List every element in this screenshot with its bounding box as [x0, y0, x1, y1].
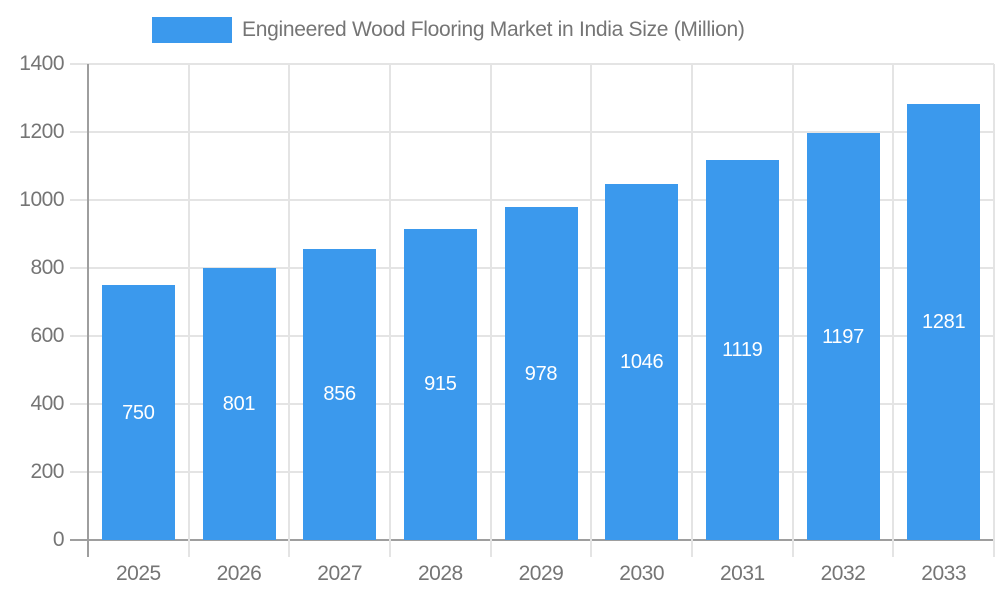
bar-2026[interactable]: [202, 267, 276, 540]
bar-2033[interactable]: [907, 104, 981, 540]
bar-value-label-2027: 856: [323, 383, 356, 406]
gridline-y-1000: [70, 199, 994, 201]
gridline-x-5: [590, 64, 593, 557]
x-tick-label-2032: 2032: [820, 562, 866, 585]
gridline-y-1400: [70, 63, 994, 65]
y-tick-label-1000: 1000: [19, 188, 64, 211]
bar-value-label-2029: 978: [524, 362, 558, 385]
legend-label: Engineered Wood Flooring Market in India…: [242, 18, 745, 41]
gridline-y-1200: [70, 131, 994, 133]
x-axis-line: [70, 539, 994, 541]
bar-value-label-2033: 1281: [922, 311, 966, 334]
bar-value-label-2032: 1197: [822, 325, 864, 348]
gridline-x-7: [791, 64, 794, 557]
x-tick-label-2029: 2029: [518, 562, 564, 585]
bar-value-label-2030: 1046: [620, 351, 664, 374]
bar-2028[interactable]: [403, 228, 477, 540]
bar-2032[interactable]: [806, 133, 880, 540]
x-tick-label-2027: 2027: [317, 562, 363, 585]
bar-2029[interactable]: [504, 207, 578, 540]
bar-value-label-2028: 915: [424, 373, 457, 396]
x-tick-label-2031: 2031: [719, 562, 765, 585]
legend-swatch: [152, 17, 232, 43]
y-tick-label-800: 800: [30, 256, 64, 279]
bar-value-label-2026: 801: [222, 392, 256, 415]
gridline-x-1: [187, 64, 190, 557]
x-tick-label-2033: 2033: [921, 562, 967, 585]
bar-2027[interactable]: [303, 248, 377, 540]
y-tick-label-200: 200: [30, 460, 64, 483]
bar-2031[interactable]: [705, 159, 779, 540]
gridline-x-3: [389, 64, 391, 557]
gridline-x-9: [993, 64, 995, 557]
y-tick-label-1400: 1400: [19, 52, 64, 75]
x-tick-label-2026: 2026: [216, 562, 262, 585]
y-tick-label-0: 0: [52, 528, 65, 551]
y-tick-label-400: 400: [30, 392, 64, 415]
bar-value-label-2031: 1119: [722, 338, 763, 361]
legend-item[interactable]: Engineered Wood Flooring Market in India…: [152, 17, 745, 43]
bar-2030[interactable]: [605, 184, 679, 540]
x-tick-label-2025: 2025: [115, 562, 161, 585]
gridline-x-4: [489, 64, 492, 557]
y-axis-line: [87, 64, 89, 557]
y-tick-label-1200: 1200: [19, 120, 64, 143]
gridline-x-8: [892, 64, 895, 557]
bar-value-label-2025: 750: [122, 401, 155, 424]
gridline-x-2: [288, 64, 291, 557]
y-tick-label-600: 600: [30, 324, 64, 347]
x-tick-label-2030: 2030: [619, 562, 665, 585]
gridline-x-6: [691, 64, 693, 557]
bar-2025[interactable]: [101, 285, 175, 540]
x-tick-label-2028: 2028: [417, 562, 463, 585]
